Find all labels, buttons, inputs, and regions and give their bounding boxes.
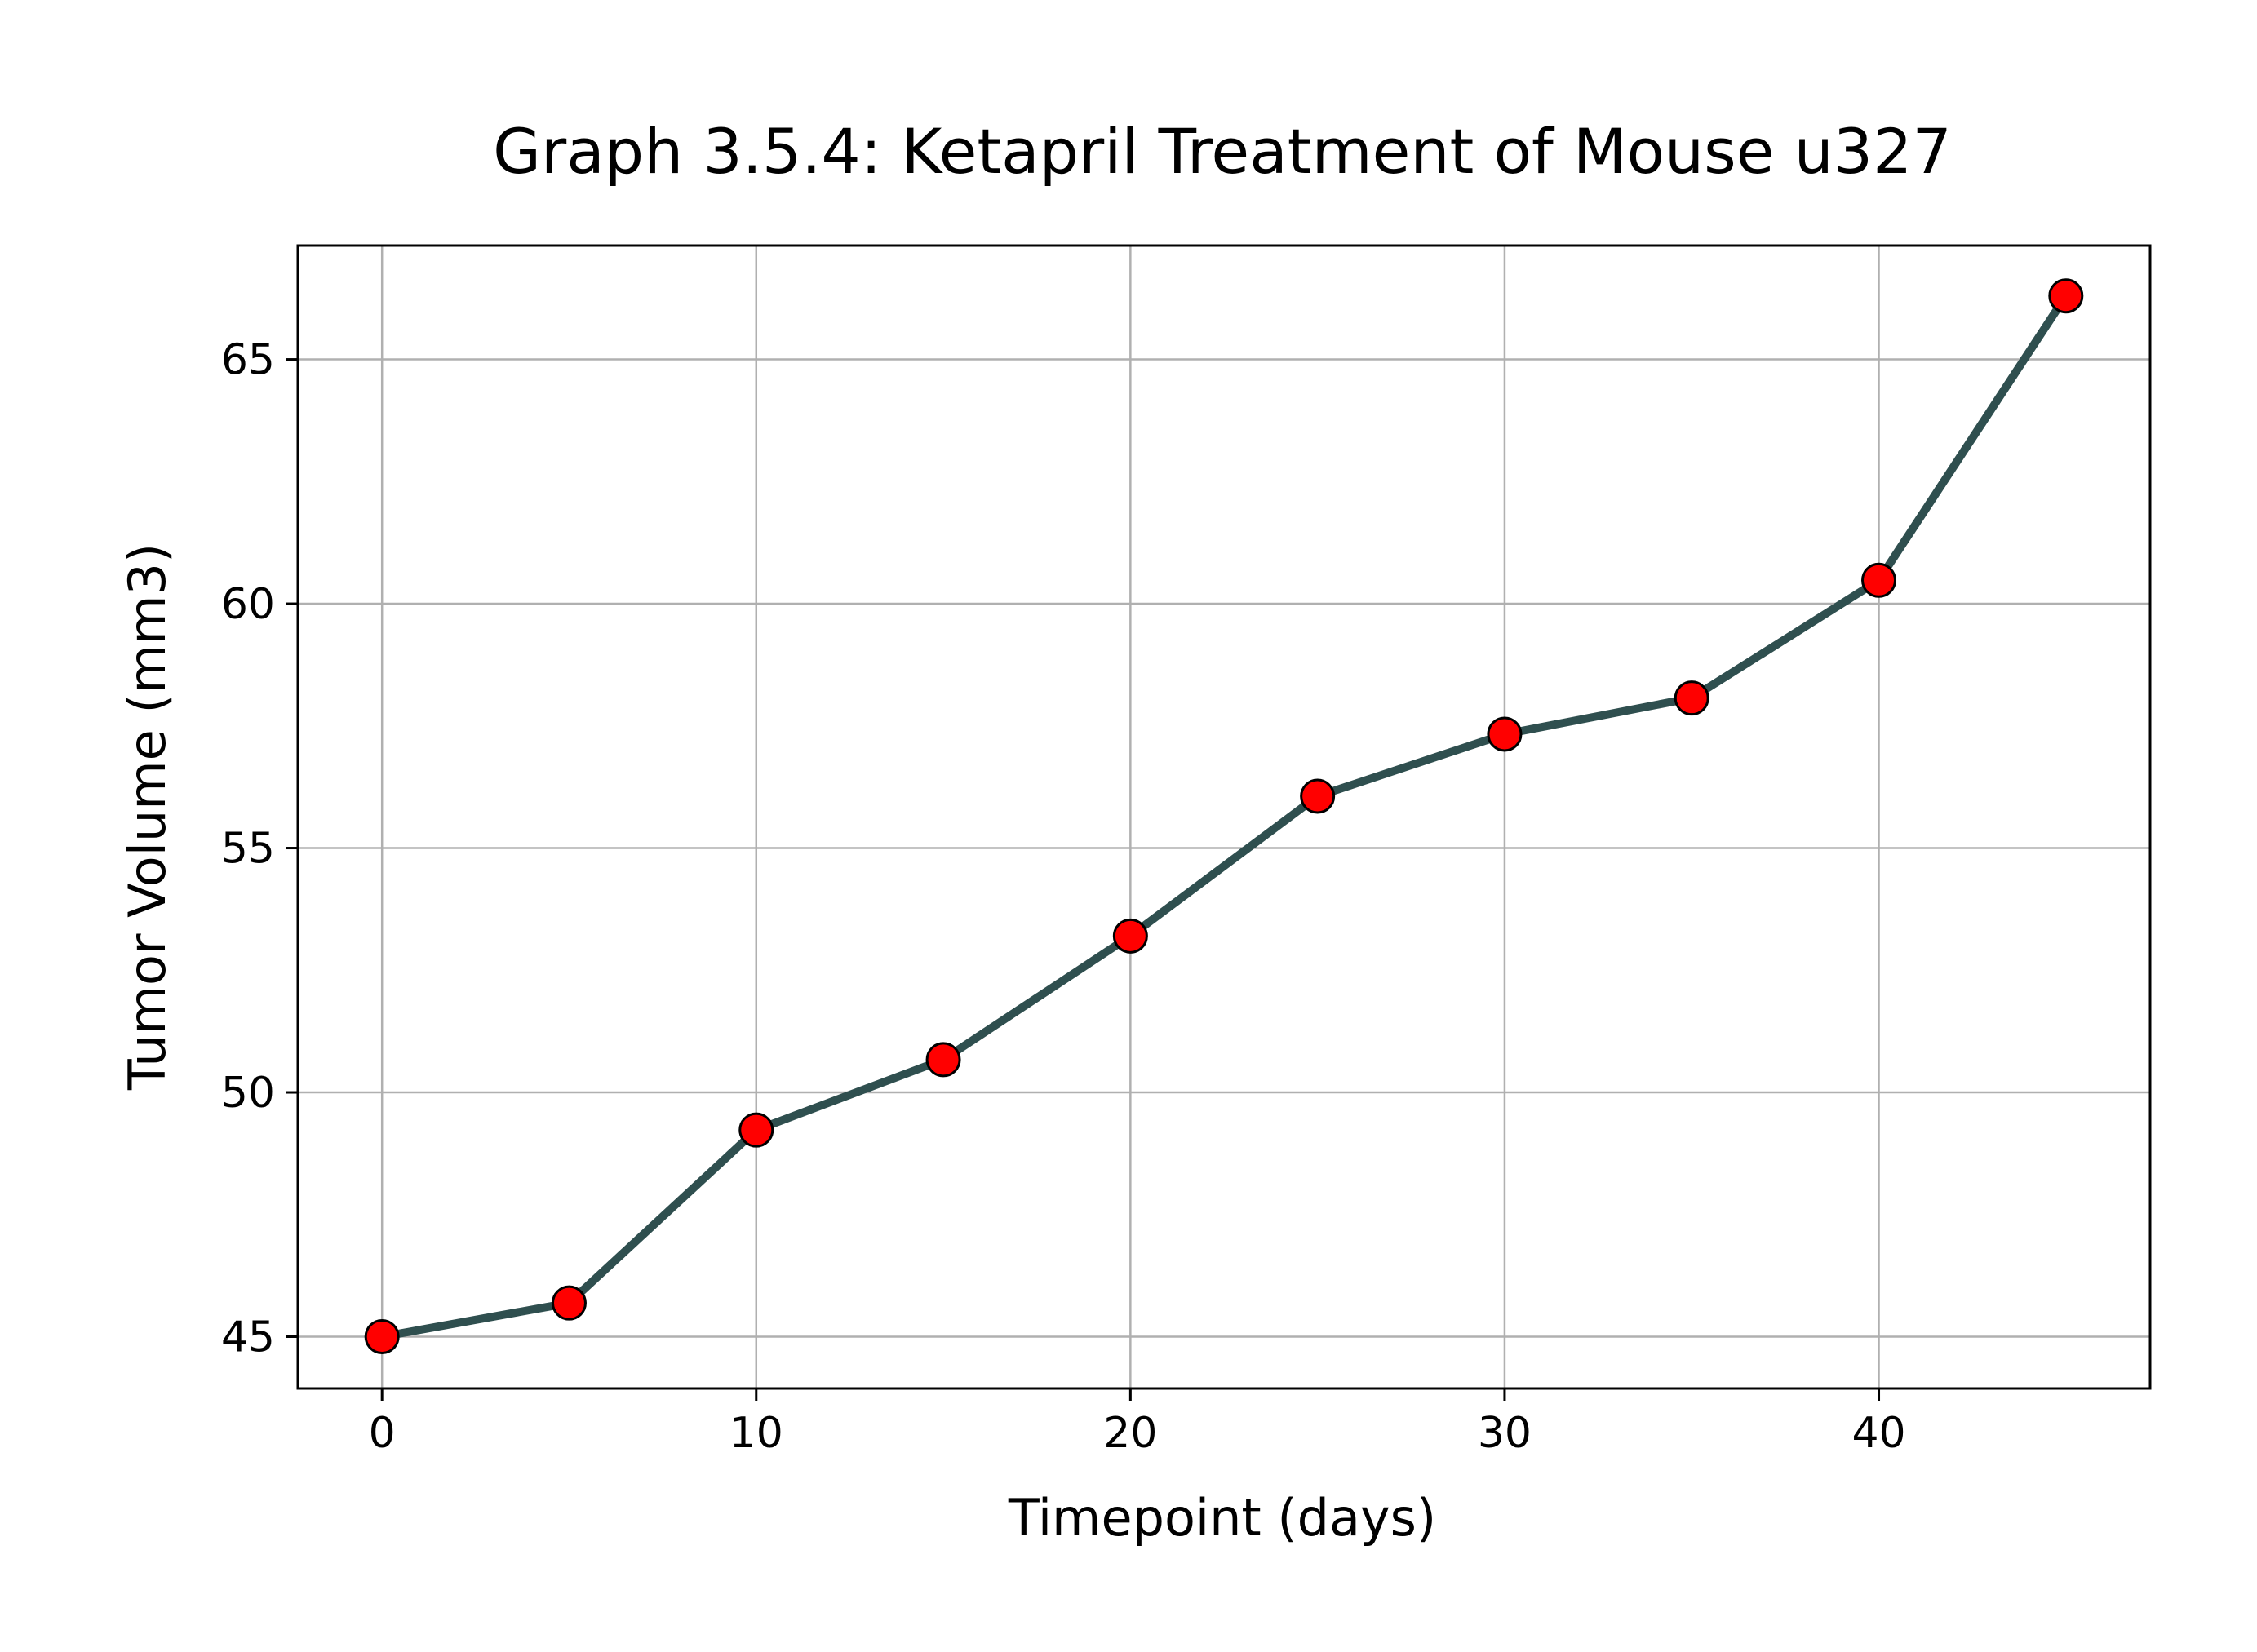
y-tick-label: 65 (221, 336, 275, 385)
y-tick-label: 45 (221, 1313, 275, 1362)
x-tick-label: 40 (1851, 1409, 1905, 1458)
x-axis-label: Timepoint (days) (1008, 1488, 1436, 1548)
data-point-marker (925, 1042, 961, 1078)
x-tick-label: 10 (729, 1409, 783, 1458)
plot-area-frame (296, 244, 2152, 1390)
y-tick-label: 50 (221, 1069, 275, 1118)
series-markers (364, 278, 2084, 1355)
series-line-layer (378, 291, 2070, 1341)
data-point-marker (738, 1112, 774, 1148)
y-tick-label: 55 (221, 825, 275, 874)
y-tick-label: 60 (221, 580, 275, 629)
data-point-marker (1861, 562, 1897, 598)
data-point-marker (1487, 716, 1523, 752)
x-tick-label: 30 (1478, 1409, 1532, 1458)
data-point-marker (364, 1319, 400, 1355)
chart-title: Graph 3.5.4: Ketapril Treatment of Mouse… (493, 115, 1952, 188)
data-point-marker (1112, 918, 1148, 954)
data-point-marker (2048, 278, 2084, 314)
y-axis-label: Tumor Volume (mm3) (118, 543, 177, 1091)
data-point-marker (1674, 680, 1709, 716)
series-line (378, 291, 2070, 1341)
axis-ticks: 0 10 20 30 40 45 50 55 60 65 (221, 336, 1906, 1458)
x-tick-label: 20 (1103, 1409, 1157, 1458)
data-point-marker (551, 1285, 587, 1321)
x-tick-label: 0 (369, 1409, 396, 1458)
grid-lines (298, 246, 2150, 1388)
data-point-marker (1300, 778, 1336, 814)
